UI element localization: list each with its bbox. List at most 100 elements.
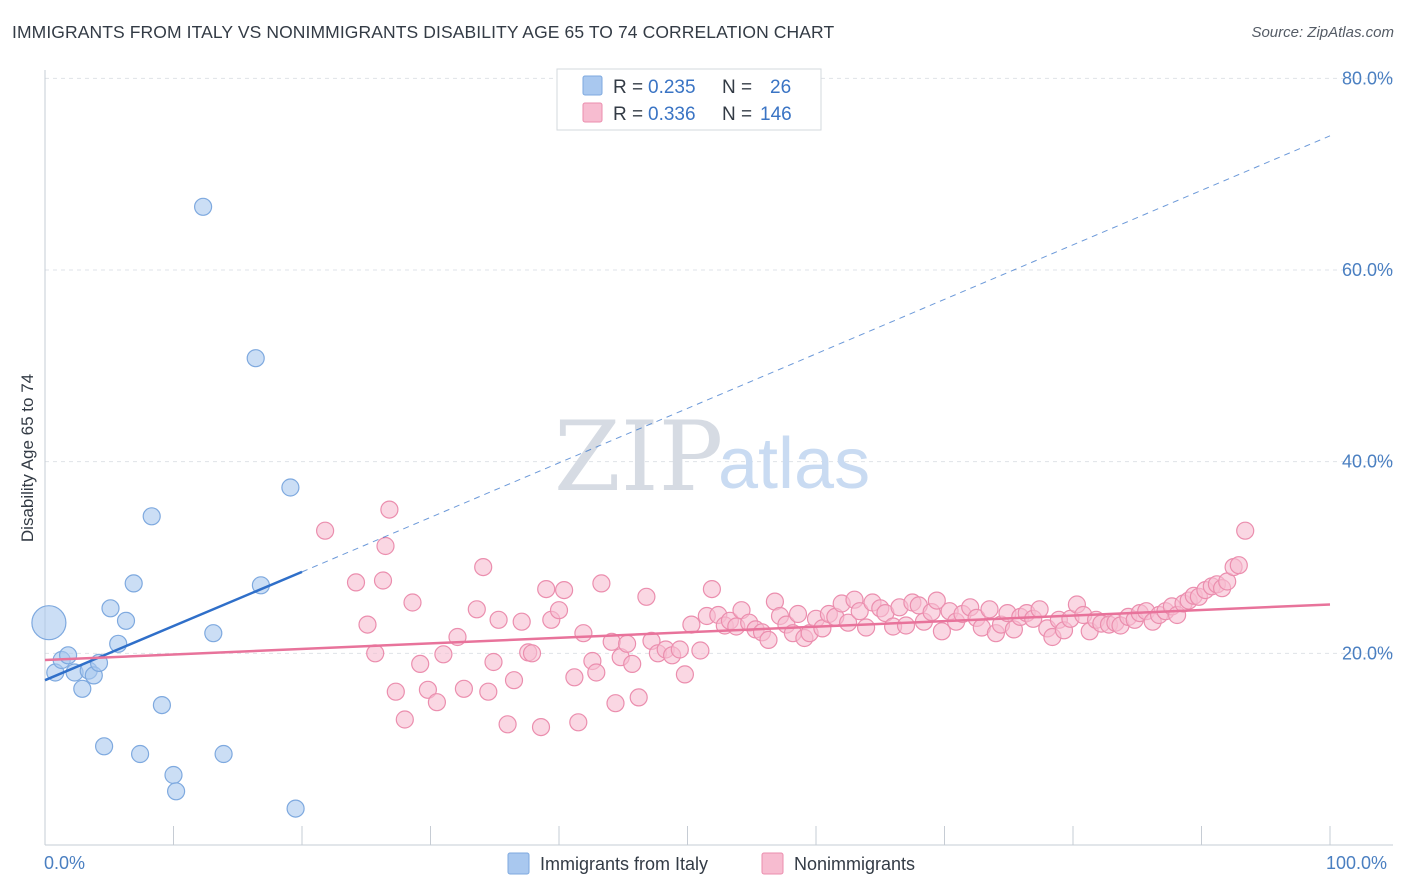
- nonimmigrants-point: [537, 579, 556, 599]
- chart-source: Source: ZipAtlas.com: [1251, 24, 1394, 41]
- nonimmigrants-point: [316, 521, 335, 540]
- axes: [44, 70, 1393, 846]
- y-axis-label: Disability Age 65 to 74: [18, 374, 37, 542]
- nonimmigrants-point: [675, 665, 695, 684]
- italy-point: [73, 679, 92, 698]
- nonimmigrants-point: [617, 634, 637, 653]
- nonimmigrants-point: [386, 682, 405, 701]
- nonimmigrants-point: [454, 679, 473, 698]
- nonimmigrants-point: [346, 573, 366, 592]
- nonimmigrants-point: [474, 557, 493, 577]
- italy-point: [167, 782, 186, 801]
- nonimmigrants-point: [838, 613, 858, 632]
- legend-r-value-2: 0.336: [648, 104, 696, 125]
- nonimmigrants-trend-line: [44, 603, 1331, 662]
- nonimmigrants-point: [380, 500, 399, 519]
- nonimmigrants-point: [606, 694, 625, 713]
- nonimmigrants-point: [434, 645, 453, 664]
- bottom-legend-swatch-blue: [507, 852, 530, 875]
- chart-title: IMMIGRANTS FROM ITALY VS NONIMMIGRANTS D…: [12, 22, 835, 42]
- italy-point: [124, 574, 143, 593]
- nonimmigrants-point: [554, 580, 574, 600]
- legend: R = 0.235 N = 26 R = 0.336 N = 146: [556, 68, 822, 131]
- legend-swatch-pink: [582, 102, 603, 123]
- italy-point: [246, 349, 265, 368]
- y-tick-label: 20.0%: [1342, 643, 1393, 663]
- nonimmigrants-point: [932, 622, 952, 641]
- italy-trend-extension: [301, 135, 1331, 573]
- nonimmigrants-point: [702, 579, 722, 599]
- nonimmigrants-point: [927, 591, 946, 610]
- watermark-zip: ZIP: [554, 401, 723, 513]
- nonimmigrants-point: [531, 717, 551, 737]
- grid-lines: [45, 77, 1393, 654]
- nonimmigrants-point: [549, 601, 569, 620]
- legend-r-value-1: 0.235: [648, 77, 696, 98]
- nonimmigrants-point: [1229, 556, 1248, 575]
- nonimmigrants-point: [587, 663, 606, 682]
- italy-trend-line: [44, 570, 303, 682]
- italy-point: [214, 744, 233, 764]
- y-tick-label: 60.0%: [1342, 260, 1393, 280]
- italy-point: [286, 799, 305, 818]
- italy-point: [281, 478, 300, 497]
- nonimmigrants-point: [691, 641, 710, 660]
- nonimmigrants-point: [670, 640, 689, 659]
- nonimmigrants-point: [395, 710, 414, 729]
- x-tick-label-max: 100.0%: [1326, 853, 1387, 873]
- x-tick-label-min: 0.0%: [44, 853, 85, 873]
- nonimmigrants-point: [856, 618, 876, 637]
- nonimmigrants-point: [788, 604, 808, 624]
- y-tick-label: 80.0%: [1342, 68, 1393, 88]
- nonimmigrants-point: [896, 616, 916, 635]
- series-nonimmigrants: [316, 500, 1255, 737]
- legend-r-label-2: R =: [613, 104, 643, 125]
- nonimmigrants-point: [1236, 521, 1255, 540]
- nonimmigrants-point: [1030, 600, 1049, 619]
- legend-n-value-1: 26: [770, 77, 791, 98]
- nonimmigrants-point: [565, 668, 584, 687]
- italy-point: [101, 599, 120, 618]
- nonimmigrants-point: [376, 536, 395, 556]
- nonimmigrants-point: [403, 593, 422, 612]
- nonimmigrants-point: [592, 574, 611, 593]
- nonimmigrants-point: [373, 571, 393, 590]
- nonimmigrants-point: [427, 693, 446, 712]
- legend-n-label-1: N =: [722, 77, 752, 98]
- nonimmigrants-point: [358, 615, 377, 634]
- trend-lines: [44, 135, 1331, 682]
- y-tick-label: 40.0%: [1342, 452, 1393, 472]
- italy-point: [58, 646, 78, 665]
- series-immigrants-from-italy: [31, 197, 305, 818]
- legend-n-value-2: 146: [760, 104, 792, 125]
- nonimmigrants-point: [759, 630, 778, 650]
- nonimmigrants-point: [574, 624, 593, 643]
- nonimmigrants-point: [504, 671, 524, 690]
- legend-swatch-blue: [582, 75, 603, 96]
- italy-point: [116, 611, 136, 630]
- watermark-atlas: atlas: [718, 424, 870, 504]
- nonimmigrants-point: [569, 713, 588, 732]
- bottom-legend-swatch-pink: [761, 852, 784, 875]
- italy-point: [204, 624, 223, 643]
- nonimmigrants-point: [512, 612, 531, 631]
- nonimmigrants-point: [484, 652, 503, 672]
- italy-point: [142, 507, 161, 526]
- y-tick-labels: 20.0% 40.0% 60.0% 80.0%: [1342, 68, 1393, 663]
- nonimmigrants-point: [366, 644, 385, 663]
- nonimmigrants-point: [637, 587, 656, 606]
- nonimmigrants-point: [479, 682, 498, 701]
- italy-point: [152, 695, 171, 715]
- nonimmigrants-point: [980, 600, 999, 619]
- nonimmigrants-point: [467, 600, 486, 619]
- legend-n-label-2: N =: [722, 104, 752, 125]
- italy-point: [164, 765, 183, 785]
- nonimmigrants-point: [498, 715, 517, 734]
- nonimmigrants-point: [623, 654, 642, 674]
- bottom-legend-label-nonimmigrants: Nonimmigrants: [794, 854, 915, 874]
- italy-point: [31, 605, 67, 641]
- nonimmigrants-point: [411, 654, 430, 674]
- bottom-legend-label-italy: Immigrants from Italy: [540, 854, 708, 874]
- bottom-legend: Immigrants from Italy Nonimmigrants: [507, 852, 915, 875]
